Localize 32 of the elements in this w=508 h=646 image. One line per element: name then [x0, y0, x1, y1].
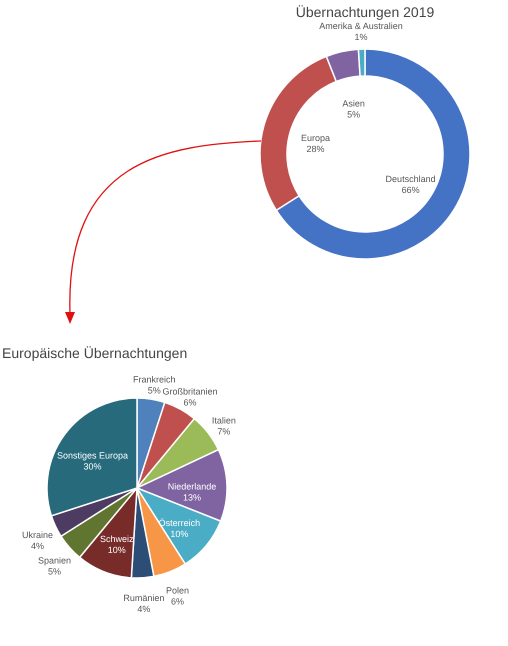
- data-label: 7%: [217, 426, 230, 437]
- slice-label: Italien: [212, 416, 236, 426]
- data-label: 13%: [182, 492, 201, 502]
- data-label: 4%: [30, 540, 44, 551]
- slice-label: Niederlande: [168, 481, 216, 492]
- chart-title: Europäische Übernachtungen: [2, 345, 188, 361]
- slice-label: Großbritanien: [162, 386, 218, 397]
- slice-label: Europa: [301, 132, 330, 143]
- slice-label: Rumänien: [123, 592, 164, 603]
- data-label: 10%: [170, 529, 188, 540]
- data-label: 5%: [48, 566, 61, 577]
- data-label: 28%: [306, 144, 325, 154]
- data-label: 30%: [83, 462, 102, 472]
- data-label: 10%: [108, 545, 126, 556]
- slice-label: Spanien: [38, 556, 72, 566]
- data-label: 6%: [183, 398, 196, 408]
- slice-label: Amerika & Australien: [319, 21, 403, 32]
- data-label: 4%: [137, 604, 150, 614]
- data-label: 6%: [170, 596, 184, 606]
- data-label: 1%: [354, 32, 368, 42]
- slice-label: Asien: [342, 98, 365, 108]
- slice-label: Deutschland: [386, 174, 436, 184]
- slice-label: Ukraine: [22, 530, 53, 540]
- data-label: 5%: [148, 385, 161, 396]
- slice-label: Frankreich: [132, 374, 176, 384]
- chart-title: Übernachtungen 2019: [296, 4, 434, 20]
- slice-label: Polen: [166, 585, 190, 596]
- data-label: 5%: [347, 109, 360, 120]
- slice-label: Österreich: [158, 518, 200, 528]
- data-label: 66%: [402, 185, 420, 196]
- slice-label: Sonstiges Europa: [56, 450, 128, 461]
- slice-label: Schweiz: [100, 534, 134, 544]
